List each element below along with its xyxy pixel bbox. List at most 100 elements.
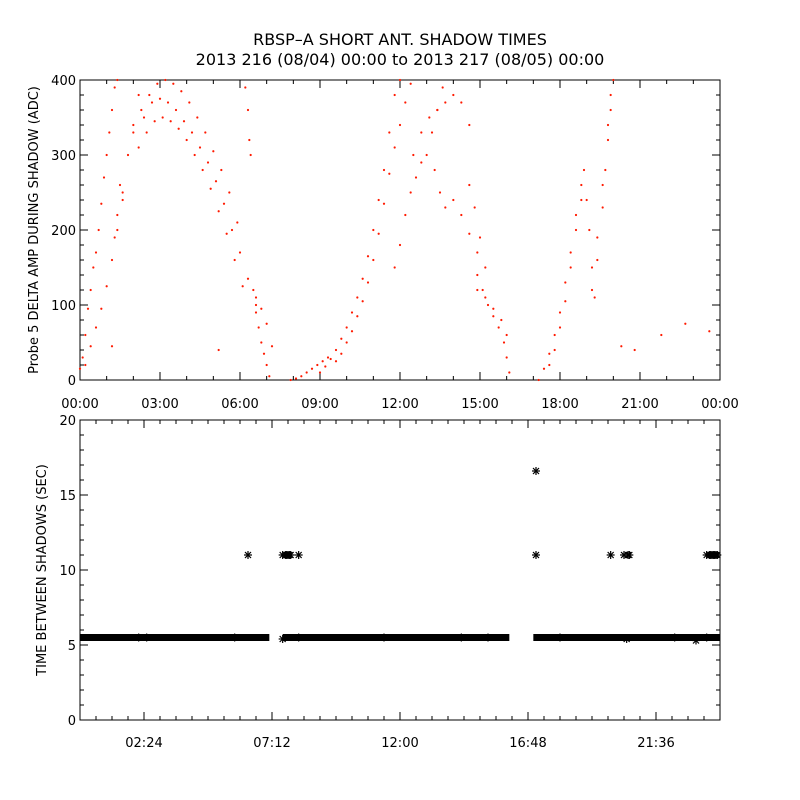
data-point <box>236 221 239 224</box>
data-point <box>590 266 594 269</box>
data-point <box>265 322 268 325</box>
data-point <box>148 93 151 97</box>
data-point <box>508 371 511 374</box>
data-point <box>230 228 234 232</box>
data-point <box>569 266 572 269</box>
data-point <box>412 153 415 157</box>
data-point <box>246 108 250 112</box>
data-point <box>580 183 583 187</box>
data-point <box>590 288 594 292</box>
data-point <box>105 153 108 157</box>
data-point <box>161 116 164 119</box>
data-point <box>340 337 343 340</box>
data-point <box>212 150 215 153</box>
y-tick-label: 0 <box>68 714 76 729</box>
data-point <box>468 123 471 127</box>
x-tick-label: 12:00 <box>381 736 418 751</box>
data-point <box>252 288 255 292</box>
data-point <box>113 236 116 239</box>
data-point <box>377 232 380 235</box>
data-point <box>164 78 167 82</box>
data-point <box>574 213 578 217</box>
data-point <box>620 345 623 348</box>
data-point <box>116 213 119 217</box>
chart-title-block: RBSP–A SHORT ANT. SHADOW TIMES 2013 216 … <box>0 30 800 70</box>
data-point <box>214 180 218 183</box>
data-point <box>142 116 146 119</box>
data-point <box>460 101 463 104</box>
data-point <box>596 236 599 239</box>
data-point <box>137 146 140 149</box>
data-point <box>190 131 194 134</box>
asterisk-stroke <box>295 634 303 641</box>
data-point <box>633 348 636 352</box>
data-point <box>388 172 391 175</box>
data-point <box>433 168 436 172</box>
data-point <box>177 127 180 130</box>
data-point <box>228 191 231 194</box>
data-point <box>606 123 610 127</box>
asterisk-stroke <box>135 634 143 641</box>
data-point <box>708 330 711 333</box>
data-point <box>612 78 615 82</box>
data-point <box>382 168 386 172</box>
data-point <box>86 307 90 310</box>
asterisk-stroke <box>532 467 540 475</box>
data-point <box>532 551 540 559</box>
asterisk-stroke <box>484 634 492 641</box>
data-point <box>468 183 471 187</box>
data-point <box>500 318 503 322</box>
x-tick-label: 15:00 <box>461 397 498 412</box>
data-point <box>548 363 551 367</box>
data-point <box>497 326 500 329</box>
data-point <box>241 285 244 288</box>
data-point <box>609 108 612 112</box>
data-point <box>670 633 679 642</box>
data-point <box>137 93 140 97</box>
data-point <box>452 198 455 202</box>
data-point <box>217 210 220 213</box>
y-tick-label: 20 <box>59 414 76 429</box>
data-point <box>356 296 359 299</box>
data-point <box>254 296 258 299</box>
data-point <box>609 93 612 97</box>
data-point <box>84 333 87 337</box>
data-point <box>204 131 207 134</box>
asterisk-stroke <box>457 634 465 641</box>
data-point <box>382 202 386 205</box>
asterisk-stroke <box>279 635 287 643</box>
data-point <box>484 296 487 299</box>
data-point <box>388 131 391 134</box>
data-point <box>537 378 540 382</box>
asterisk-stroke <box>623 635 631 643</box>
data-point <box>132 131 135 134</box>
data-point <box>334 360 338 363</box>
data-point <box>185 138 188 142</box>
data-point <box>585 198 588 202</box>
data-point <box>702 633 711 642</box>
data-point <box>89 288 92 292</box>
data-point <box>206 161 210 164</box>
data-point <box>182 120 186 123</box>
data-point <box>84 363 87 367</box>
data-point <box>361 277 364 280</box>
y-tick-label: 100 <box>51 299 76 314</box>
data-point <box>393 93 396 97</box>
data-point <box>310 367 314 370</box>
data-point <box>340 352 343 355</box>
data-point <box>89 345 92 348</box>
data-point <box>188 101 191 104</box>
data-point <box>294 633 303 642</box>
data-point <box>625 551 634 559</box>
data-point <box>209 187 212 190</box>
data-point <box>398 123 402 127</box>
asterisk-stroke <box>713 551 721 559</box>
x-tick-label: 00:00 <box>701 397 738 412</box>
data-point <box>345 326 348 329</box>
data-point <box>244 551 252 559</box>
data-point <box>366 255 370 258</box>
data-point <box>222 202 226 205</box>
data-point <box>153 120 156 123</box>
asterisk-stroke <box>143 634 151 641</box>
data-point <box>542 367 546 370</box>
